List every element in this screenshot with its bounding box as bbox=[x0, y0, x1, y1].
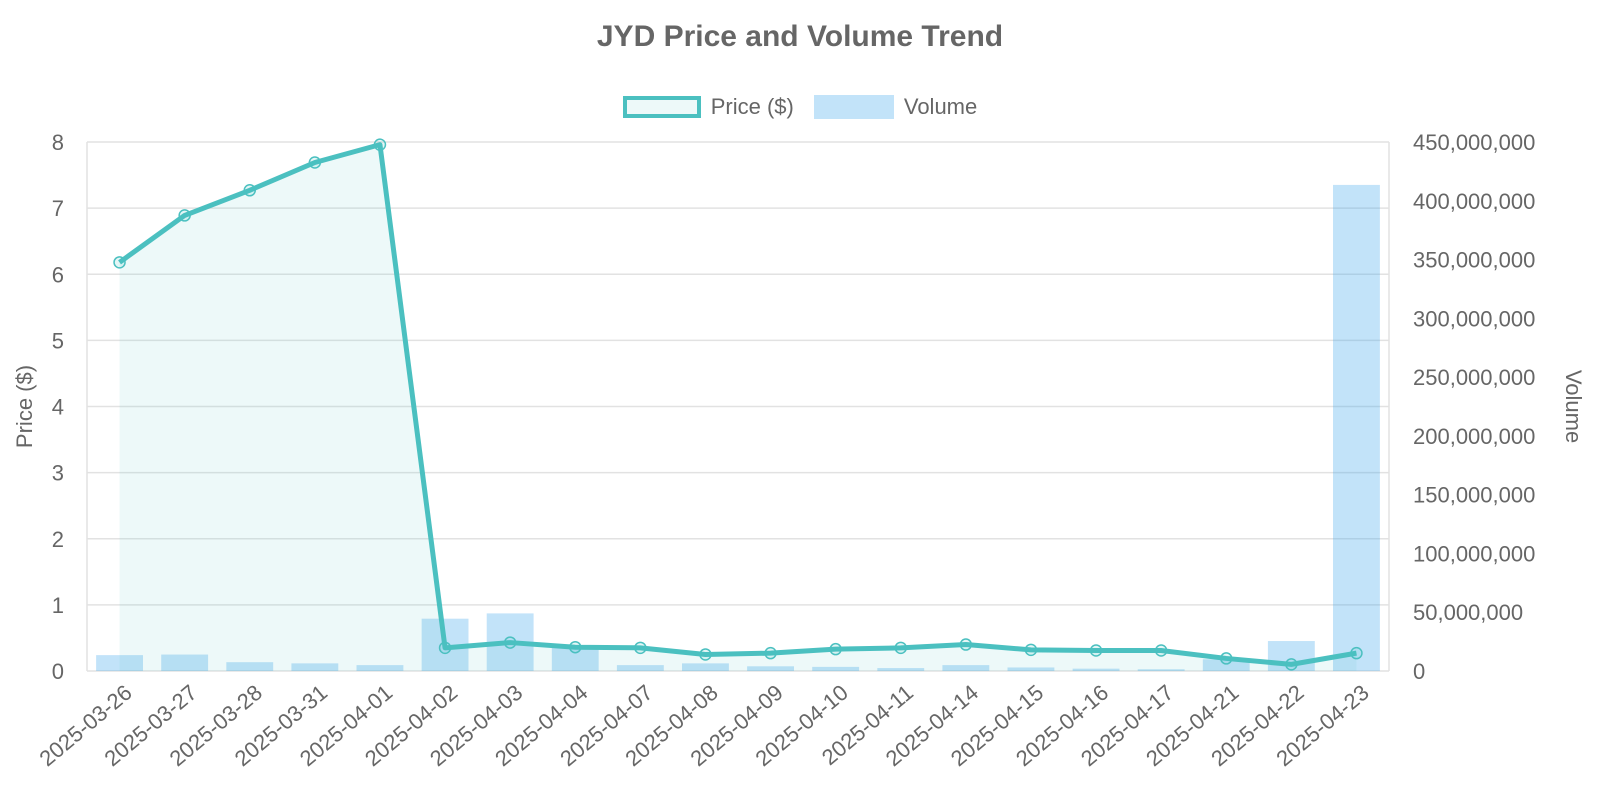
price-point bbox=[959, 638, 973, 651]
y-tick-label: 8 bbox=[52, 130, 64, 155]
volume-bar bbox=[1202, 659, 1250, 671]
price-line bbox=[118, 142, 1357, 667]
y2-tick-label: 450,000,000 bbox=[1413, 130, 1535, 155]
price-point bbox=[503, 636, 517, 649]
legend-item-price[interactable]: Price ($) bbox=[622, 94, 794, 120]
price-point bbox=[1154, 644, 1168, 657]
price-point bbox=[1024, 643, 1038, 657]
volume-bar bbox=[1333, 184, 1380, 671]
chart-title: JYD Price and Volume Trend bbox=[596, 20, 1004, 53]
y2-tick-label: 350,000,000 bbox=[1413, 248, 1535, 273]
volume-bar bbox=[291, 663, 339, 671]
price-point bbox=[243, 184, 256, 197]
legend-swatch-price bbox=[622, 96, 701, 118]
y2-axis-title: Volume bbox=[1561, 370, 1586, 443]
y2-tick-label: 100,000,000 bbox=[1413, 541, 1535, 566]
price-point bbox=[894, 641, 907, 655]
price-point bbox=[438, 641, 452, 655]
y-tick-label: 6 bbox=[52, 262, 64, 287]
y-tick-label: 2 bbox=[52, 527, 64, 552]
volume-bar bbox=[1007, 667, 1055, 671]
price-point bbox=[634, 641, 647, 655]
volume-bar bbox=[616, 665, 664, 671]
y2-tick-label: 0 bbox=[1413, 659, 1425, 684]
price-point bbox=[764, 646, 777, 660]
legend-swatch-volume bbox=[813, 95, 894, 119]
price-point bbox=[1350, 646, 1363, 660]
volume-bar bbox=[747, 666, 794, 671]
volume-bar bbox=[226, 662, 274, 671]
y2-tick-label: 400,000,000 bbox=[1413, 189, 1535, 214]
legend: Price ($) Volume bbox=[0, 94, 1600, 120]
volume-bar bbox=[877, 668, 925, 671]
volume-bar bbox=[682, 663, 729, 671]
price-point bbox=[1220, 652, 1233, 665]
price-point bbox=[1285, 658, 1298, 671]
volume-bar bbox=[96, 655, 143, 671]
volume-bar bbox=[356, 665, 404, 671]
y2-tick-label: 300,000,000 bbox=[1413, 306, 1535, 331]
y-tick-label: 3 bbox=[52, 461, 64, 486]
y-tick-label: 5 bbox=[52, 328, 64, 353]
price-point bbox=[308, 156, 322, 169]
volume-bar bbox=[1072, 668, 1120, 671]
volume-bar bbox=[942, 665, 990, 671]
legend-label-volume: Volume bbox=[903, 94, 978, 119]
y-tick-label: 1 bbox=[52, 593, 64, 618]
price-area bbox=[119, 144, 1357, 671]
volume-bar bbox=[161, 654, 209, 671]
volume-bar bbox=[1137, 669, 1185, 671]
volume-bar bbox=[551, 646, 599, 671]
price-point bbox=[829, 642, 842, 656]
y-tick-label: 4 bbox=[52, 395, 64, 420]
price-point bbox=[113, 256, 126, 269]
price-point bbox=[1089, 644, 1103, 657]
y-tick-label: 0 bbox=[52, 659, 64, 684]
legend-item-volume[interactable]: Volume bbox=[813, 94, 978, 120]
price-point bbox=[699, 648, 712, 661]
price-point bbox=[569, 640, 582, 654]
y-axis-title: Price ($) bbox=[12, 365, 37, 448]
legend-label-price: Price ($) bbox=[710, 94, 794, 119]
y2-tick-label: 250,000,000 bbox=[1413, 365, 1535, 390]
y2-tick-label: 150,000,000 bbox=[1413, 483, 1535, 508]
price-point bbox=[178, 209, 191, 222]
y-tick-label: 7 bbox=[52, 196, 64, 221]
y2-tick-label: 50,000,000 bbox=[1413, 600, 1523, 625]
y2-tick-label: 200,000,000 bbox=[1413, 424, 1535, 449]
price-point bbox=[373, 138, 387, 151]
volume-bar bbox=[812, 666, 860, 671]
